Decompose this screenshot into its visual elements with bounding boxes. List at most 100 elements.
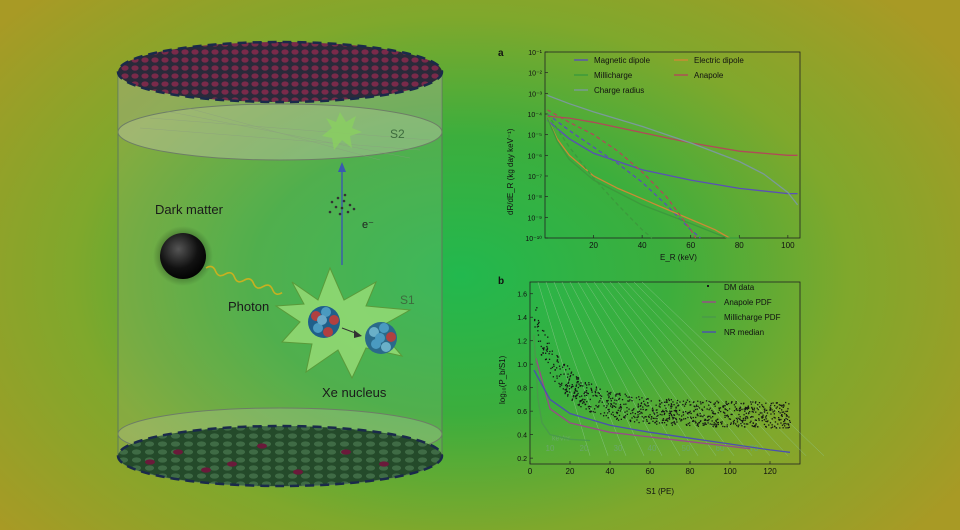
data-point: [717, 401, 720, 403]
data-point: [590, 410, 592, 412]
data-point: [673, 404, 675, 406]
data-point: [693, 401, 695, 403]
data-point: [741, 408, 743, 411]
data-point: [770, 407, 772, 409]
data-point: [553, 363, 555, 366]
data-point: [603, 405, 605, 407]
data-point: [789, 421, 791, 423]
data-point: [618, 414, 621, 417]
data-point: [574, 396, 576, 398]
data-point: [542, 352, 544, 354]
electron-label: e⁻: [362, 219, 374, 231]
y-tick-label: 10⁻⁷: [528, 174, 542, 181]
data-point: [613, 416, 616, 418]
data-point: [678, 409, 681, 411]
data-point: [606, 400, 608, 402]
contour-line: [617, 281, 771, 456]
data-point: [624, 393, 626, 395]
data-point: [708, 400, 710, 403]
data-point: [652, 420, 654, 422]
data-point: [599, 400, 601, 402]
data-point: [782, 427, 784, 429]
data-point: [786, 418, 789, 421]
data-point: [727, 402, 730, 405]
data-point: [603, 412, 606, 414]
data-point: [616, 417, 618, 419]
data-point: [738, 409, 740, 411]
data-point: [617, 393, 619, 395]
data-point: [615, 403, 617, 405]
data-point: [781, 414, 783, 416]
data-point: [678, 414, 680, 416]
data-point: [752, 401, 754, 403]
panel-b-letter: b: [498, 276, 504, 287]
data-point: [577, 377, 579, 379]
data-point: [710, 401, 712, 403]
data-point: [748, 413, 750, 415]
data-point: [645, 398, 648, 400]
contour-line: [553, 281, 627, 456]
data-point: [611, 406, 613, 408]
data-point: [546, 342, 548, 345]
data-point: [659, 413, 661, 416]
data-point: [686, 424, 688, 426]
data-point: [549, 350, 551, 353]
data-point: [537, 340, 540, 342]
data-point: [703, 414, 705, 416]
data-point: [690, 416, 692, 418]
data-point: [596, 406, 598, 408]
data-point: [750, 403, 752, 405]
data-point: [578, 404, 580, 407]
data-point: [772, 402, 774, 404]
data-point: [771, 409, 773, 411]
data-point: [588, 382, 590, 384]
data-point: [702, 422, 704, 425]
data-point: [645, 409, 648, 411]
data-point: [673, 422, 676, 424]
data-point: [763, 423, 766, 426]
data-point: [730, 402, 733, 404]
data-point: [724, 412, 726, 414]
data-point: [750, 420, 752, 422]
data-point: [610, 398, 612, 400]
data-point: [648, 422, 650, 424]
data-point: [785, 414, 788, 416]
data-point: [615, 394, 617, 396]
data-point: [739, 418, 741, 420]
data-point: [568, 388, 571, 390]
data-point: [680, 420, 682, 422]
x-tick-label: 20: [566, 467, 575, 476]
data-point: [582, 398, 584, 400]
data-point: [624, 415, 627, 417]
data-point: [684, 403, 687, 405]
data-point: [613, 402, 615, 404]
data-point: [692, 420, 694, 422]
data-point: [586, 384, 588, 386]
data-point: [563, 363, 566, 366]
data-point: [675, 407, 677, 409]
data-point: [784, 422, 786, 425]
data-point: [584, 391, 586, 393]
data-point: [586, 387, 588, 389]
data-point: [612, 414, 614, 416]
data-point: [554, 369, 556, 371]
data-point: [744, 406, 747, 409]
data-point: [647, 405, 650, 407]
y-tick-label: 10⁻⁹: [528, 215, 542, 222]
data-point: [651, 416, 653, 418]
data-point: [755, 424, 757, 426]
data-point: [576, 378, 578, 380]
y-tick-label: 1.4: [517, 315, 527, 322]
data-point: [579, 385, 581, 387]
data-point: [536, 307, 538, 309]
data-point: [625, 403, 627, 405]
data-point: [712, 411, 714, 413]
data-point: [756, 426, 759, 428]
panel-a-letter: a: [498, 48, 504, 59]
data-point: [738, 413, 740, 416]
data-point: [788, 420, 791, 422]
data-point: [608, 392, 610, 394]
data-point: [577, 381, 579, 383]
data-point: [722, 406, 725, 408]
data-point: [781, 404, 783, 406]
